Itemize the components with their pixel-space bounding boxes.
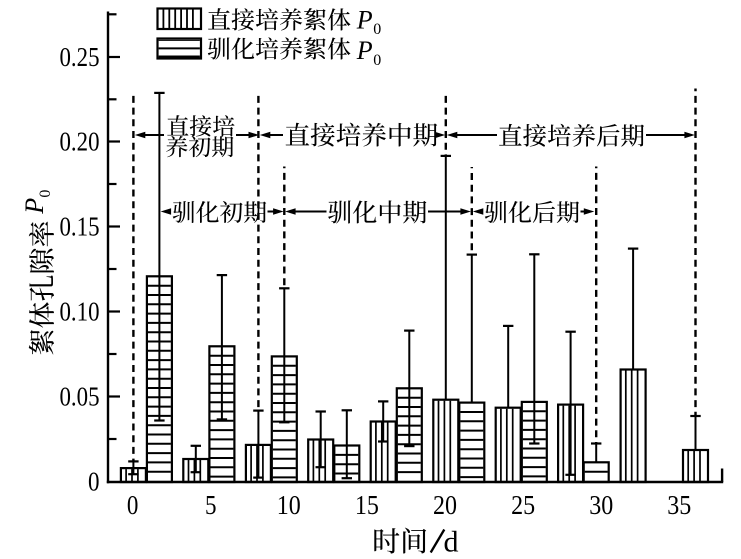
svg-text:0.10: 0.10 (60, 296, 100, 327)
svg-text:15: 15 (355, 489, 379, 520)
svg-text:P: P (356, 6, 373, 35)
svg-text:5: 5 (205, 489, 217, 520)
svg-text:0: 0 (373, 21, 381, 38)
svg-text:30: 30 (589, 489, 613, 520)
svg-text:20: 20 (433, 489, 457, 520)
svg-text:25: 25 (511, 489, 535, 520)
svg-text:P: P (20, 198, 49, 215)
svg-text:10: 10 (277, 489, 301, 520)
svg-text:d: d (444, 526, 459, 559)
svg-text:0: 0 (373, 52, 381, 69)
svg-text:0: 0 (127, 489, 139, 520)
svg-text:35: 35 (667, 489, 691, 520)
svg-text:0.15: 0.15 (60, 211, 100, 242)
svg-text:0: 0 (37, 190, 54, 198)
svg-text:0.25: 0.25 (60, 41, 100, 72)
svg-text:P: P (356, 36, 373, 65)
svg-text:0: 0 (88, 466, 100, 497)
svg-text:0.05: 0.05 (60, 381, 100, 412)
svg-text:0.20: 0.20 (60, 126, 100, 157)
